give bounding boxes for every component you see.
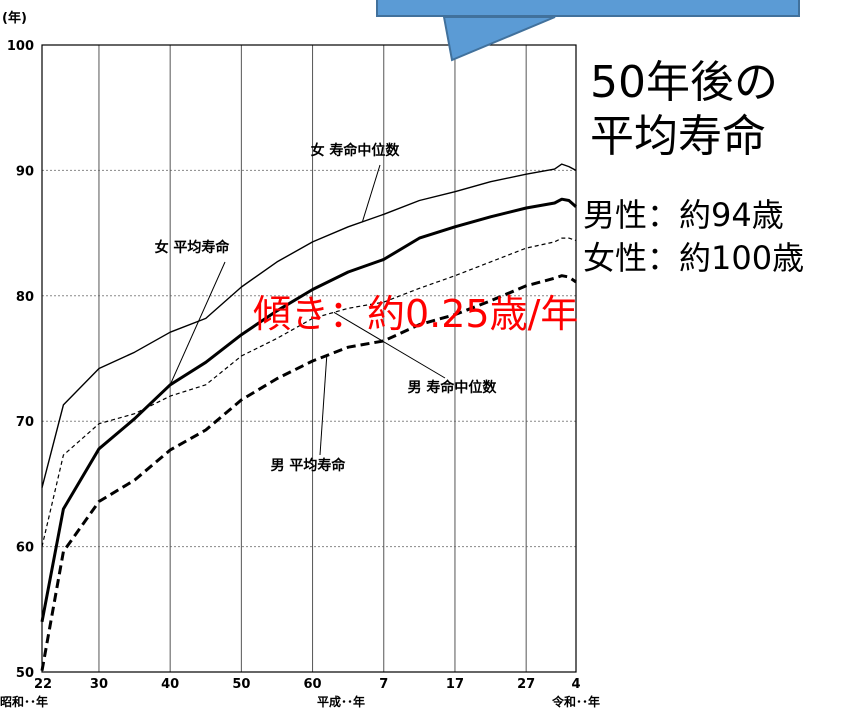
x-era-label: 平成･･年: [317, 694, 365, 709]
series-leader-line: [333, 311, 446, 379]
series-label: 女 平均寿命: [155, 239, 231, 256]
series-lines: [40, 163, 577, 671]
x-tick-label: 30: [90, 677, 108, 692]
projection-female: 女性：約100歳: [583, 239, 805, 277]
series-line: [40, 197, 577, 623]
series-leader-line: [169, 261, 226, 386]
x-tick-label: 60: [304, 677, 322, 692]
projection-title-line1: 50年後の: [590, 57, 778, 108]
series-label: 女 寿命中位数: [311, 142, 401, 159]
x-tick-label: 50: [232, 677, 250, 692]
series-label: 男 平均寿命: [271, 457, 347, 474]
projection-male: 男性：約94歳: [583, 196, 784, 234]
x-tick-label: 17: [446, 677, 464, 692]
y-tick-label: 70: [16, 415, 34, 430]
series-label: 男 寿命中位数: [408, 379, 498, 396]
series-leader-line: [319, 355, 328, 456]
series-leader-line: [361, 164, 381, 222]
y-tick-label: 100: [7, 39, 34, 54]
projection-title-line2: 平均寿命: [590, 111, 766, 162]
x-tick-label: 40: [161, 677, 179, 692]
y-tick-label: 60: [16, 541, 34, 556]
x-tick-label: 7: [379, 677, 388, 692]
plot-frame: [41, 44, 577, 673]
callout-box: [376, 0, 800, 17]
x-tick-label: 22: [34, 677, 52, 692]
y-tick-label: 50: [16, 666, 34, 681]
x-era-label: 令和･･年: [551, 694, 600, 709]
x-era-label: 昭和･･年: [0, 694, 48, 709]
y-tick-label: 80: [16, 290, 34, 305]
x-tick-label: 4: [571, 677, 580, 692]
grid: [42, 45, 576, 672]
series-line: [40, 274, 577, 671]
y-axis-unit: (年): [2, 10, 27, 26]
y-tick-label: 90: [16, 164, 34, 179]
axes: 50 60 70 80 90 100 (年) 22 30 40 50 60 7 17 27 4 昭和･･年 平成･…: [0, 10, 600, 709]
callout-pointer: [442, 16, 556, 62]
x-tick-label: 27: [517, 677, 535, 692]
series-line: [41, 163, 577, 488]
slope-annotation: 傾き：約0.25歳/年: [253, 292, 579, 336]
series-line: [41, 237, 577, 547]
projection-title: 50年後の 平均寿命: [590, 56, 778, 164]
